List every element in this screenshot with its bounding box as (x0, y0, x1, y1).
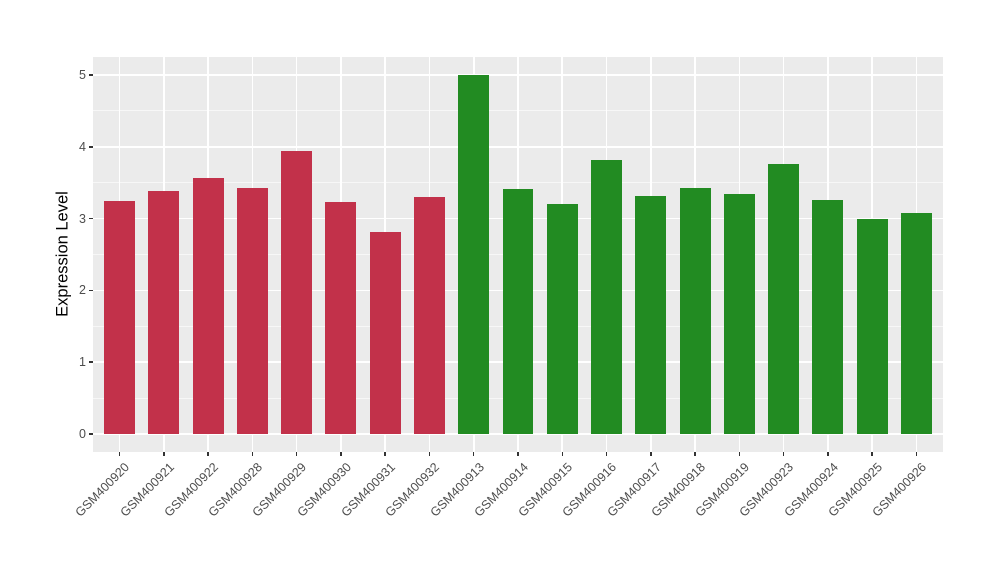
y-tick (89, 289, 93, 292)
x-tick-label-text: GSM400926 (869, 460, 930, 520)
y-gridline-major (93, 74, 943, 76)
y-tick (89, 74, 93, 76)
bar-GSM400925 (856, 218, 888, 435)
y-tick-label: 1 (79, 355, 86, 370)
x-tick (118, 452, 121, 456)
y-tick-label: 0 (79, 427, 86, 442)
x-tick (340, 452, 342, 456)
y-tick (89, 217, 93, 220)
bar-GSM400920 (104, 201, 136, 435)
x-tick (738, 452, 741, 456)
y-tick-label: 2 (79, 283, 86, 298)
bar-GSM400915 (546, 203, 578, 435)
bar-GSM400929 (281, 151, 313, 435)
bar-GSM400914 (502, 189, 534, 435)
bar-GSM400923 (768, 164, 800, 435)
x-tick (915, 452, 918, 456)
x-tick-label: GSM400926 (699, 460, 930, 520)
x-tick (384, 452, 386, 456)
y-gridline-major (93, 433, 943, 435)
y-tick (89, 433, 93, 435)
bar-GSM400932 (413, 197, 445, 435)
x-tick (605, 452, 608, 456)
y-gridline-major (93, 145, 943, 148)
x-tick (827, 452, 829, 456)
x-tick (472, 452, 475, 456)
plot-panel (93, 57, 943, 452)
x-tick (163, 452, 165, 456)
x-tick (428, 452, 431, 456)
bar-GSM400926 (900, 212, 932, 435)
y-axis-title: Expression Level (53, 191, 72, 317)
bar-GSM400922 (192, 177, 224, 435)
x-tick (561, 452, 564, 456)
y-tick-label: 3 (79, 211, 86, 226)
bar-GSM400924 (812, 199, 844, 435)
bar-GSM400930 (325, 202, 357, 435)
x-tick (694, 452, 696, 456)
y-tick-label: 4 (79, 139, 86, 154)
x-tick (650, 452, 652, 456)
bar-GSM400919 (723, 194, 755, 435)
x-tick (251, 452, 254, 456)
bar-GSM400916 (591, 159, 623, 435)
x-tick (207, 452, 209, 456)
bar-GSM400913 (458, 74, 490, 435)
y-tick (89, 146, 93, 148)
bar-GSM400917 (635, 195, 667, 435)
bar-GSM400931 (369, 231, 401, 435)
bar-GSM400928 (236, 187, 268, 435)
bar-GSM400921 (148, 191, 180, 435)
y-gridline-minor (93, 182, 943, 184)
x-tick (782, 452, 785, 456)
x-tick (871, 452, 873, 456)
bar-GSM400918 (679, 188, 711, 435)
y-tick-label: 5 (79, 67, 86, 82)
x-tick (295, 452, 298, 456)
x-tick (517, 452, 519, 456)
y-gridline-minor (93, 110, 943, 112)
y-tick (89, 361, 93, 363)
